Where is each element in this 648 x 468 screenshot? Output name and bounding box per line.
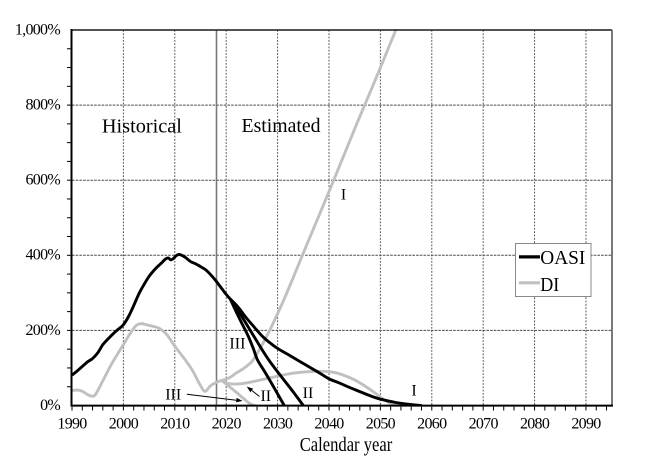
svg-text:Calendar year: Calendar year	[300, 434, 393, 456]
svg-text:I: I	[341, 187, 346, 204]
svg-text:II: II	[260, 388, 271, 405]
svg-text:800%: 800%	[25, 96, 60, 113]
svg-text:2090: 2090	[571, 416, 601, 433]
svg-text:2070: 2070	[469, 416, 499, 433]
svg-text:1990: 1990	[57, 416, 87, 433]
svg-text:Estimated: Estimated	[242, 115, 321, 137]
svg-text:600%: 600%	[25, 172, 60, 189]
svg-text:2010: 2010	[160, 416, 190, 433]
svg-text:2020: 2020	[212, 416, 242, 433]
svg-text:Historical: Historical	[102, 115, 182, 137]
svg-text:400%: 400%	[25, 247, 60, 264]
svg-text:I: I	[411, 383, 416, 400]
svg-text:DI: DI	[540, 274, 559, 296]
svg-text:OASI: OASI	[540, 247, 585, 269]
svg-text:2000: 2000	[109, 416, 139, 433]
svg-text:III: III	[229, 336, 245, 353]
svg-text:2040: 2040	[314, 416, 344, 433]
svg-text:2080: 2080	[520, 416, 550, 433]
svg-text:1,000%: 1,000%	[15, 21, 61, 38]
svg-text:2050: 2050	[366, 416, 396, 433]
svg-text:III: III	[165, 386, 181, 403]
svg-text:200%: 200%	[25, 322, 60, 339]
svg-text:II: II	[303, 385, 314, 402]
svg-text:0%: 0%	[40, 397, 60, 414]
svg-text:2060: 2060	[417, 416, 447, 433]
svg-text:2030: 2030	[263, 416, 293, 433]
